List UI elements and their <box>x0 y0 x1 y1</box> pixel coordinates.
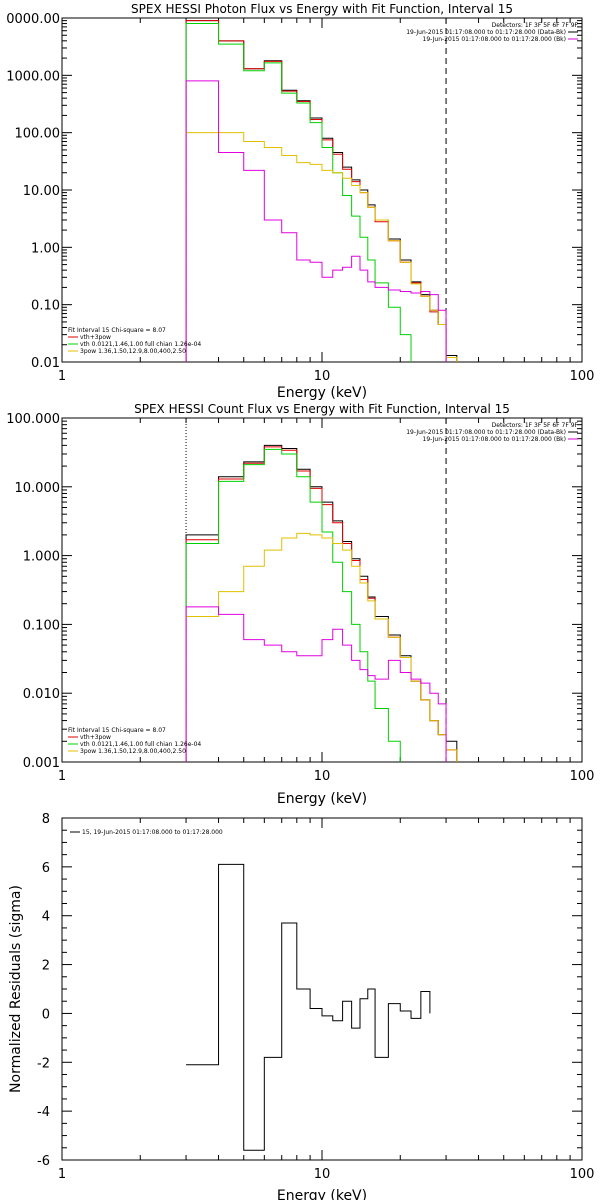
y-tick-label: 100.00 <box>15 127 61 142</box>
legend-entry-label: 19-Jun-2015 01:17:08.000 to 01:17:28.000… <box>406 429 566 436</box>
series-group <box>185 20 458 362</box>
y-tick-label: 1.000 <box>23 550 60 565</box>
legend-entry-label: 3pow 1.36,1.50,12.9,8.00,400,2.50 <box>80 348 186 355</box>
legend-entry-label: vth+3pow <box>80 734 111 741</box>
y-tick-label: 6 <box>42 861 50 876</box>
legend-fit-header: Fit Interval 15 Chi-square = 8.07 <box>68 727 166 734</box>
y-tick-label: 0.100 <box>23 618 60 633</box>
x-tick-label: 10 <box>314 769 331 784</box>
series-line-1 <box>185 20 458 362</box>
x-tick-label: 1 <box>58 369 66 384</box>
series-line-3 <box>185 448 401 762</box>
y-tick-label: 0 <box>42 1007 50 1022</box>
y-tick-label: 8 <box>42 812 50 827</box>
x-tick-label: 1 <box>58 1167 66 1182</box>
series-line-2 <box>185 20 458 362</box>
legend-entry-label: 19-Jun-2015 01:17:08.000 to 01:17:28.000… <box>423 36 566 43</box>
x-axis-label: Energy (keV) <box>277 1188 367 1200</box>
y-tick-label: 100.000 <box>6 412 60 427</box>
legend-entry-label: 19-Jun-2015 01:17:08.000 to 01:17:28.000… <box>406 29 566 36</box>
series-group <box>186 863 431 1151</box>
plot-panel-1: SPEX HESSI Photon Flux vs Energy with Fi… <box>6 2 595 401</box>
y-tick-label: 4 <box>42 910 50 925</box>
plot-frame <box>61 17 583 363</box>
series-line-4 <box>185 132 458 362</box>
x-tick-label: 10 <box>314 369 331 384</box>
y-tick-label: 0.010 <box>23 687 60 702</box>
plot-panel-2: SPEX HESSI Count Flux vs Energy with Fit… <box>6 402 595 807</box>
y-tick-label: 1000.00 <box>6 69 60 84</box>
series-line-1 <box>185 444 458 762</box>
plot-panel-3: 1 10 100 Energy (keV) -6 -4 -2 0 2 4 6 8 Normalized … <box>8 812 594 1200</box>
legend-entry-label: vth 0.0121,1.46,1.00 full chian 1.26e-04 <box>80 341 201 348</box>
series-line-4 <box>185 532 458 762</box>
y-tick-label: -4 <box>37 1105 50 1120</box>
x-tick-label: 100 <box>570 769 595 784</box>
y-tick-label: 0.001 <box>23 756 60 771</box>
x-tick-label: 10 <box>314 1167 331 1182</box>
series-line-3 <box>185 23 412 362</box>
chart-title: SPEX HESSI Photon Flux vs Energy with Fi… <box>131 2 513 16</box>
x-axis-label: Energy (keV) <box>277 791 367 807</box>
series-line-1 <box>186 863 431 1151</box>
legend-detectors: Detectors: 1F 3F 5F 6F 7F 9F <box>492 22 579 29</box>
y-tick-label: 0.10 <box>31 299 60 314</box>
x-tick-label: 100 <box>570 369 595 384</box>
legend-entry-label: 19-Jun-2015 01:17:08.000 to 01:17:28.000… <box>423 436 566 443</box>
x-tick-label: 100 <box>570 1167 595 1182</box>
y-tick-label: -2 <box>37 1056 50 1071</box>
y-tick-label: 0.01 <box>31 356 60 371</box>
plot-frame <box>61 817 583 1161</box>
y-tick-label: -6 <box>37 1154 50 1169</box>
series-group <box>185 444 458 762</box>
x-axis-label: Energy (keV) <box>277 385 367 401</box>
legend-fit-header: Fit Interval 15 Chi-square = 8.07 <box>68 327 166 334</box>
x-tick-label: 1 <box>58 769 66 784</box>
series-line-5 <box>185 606 447 762</box>
y-tick-label: 10.000 <box>15 481 61 496</box>
plot-frame <box>61 417 583 763</box>
y-tick-label: 2 <box>42 959 50 974</box>
y-axis-label: Normalized Residuals (sigma) <box>8 885 24 1093</box>
legend-entry-label: 15, 19-Jun-2015 01:17:08.000 to 01:17:28… <box>82 829 223 836</box>
legend-entry-label: vth+3pow <box>80 334 111 341</box>
chart-title: SPEX HESSI Count Flux vs Energy with Fit… <box>134 402 510 416</box>
series-line-5 <box>185 80 447 362</box>
legend-detectors: Detectors: 1F 3F 5F 6F 7F 9F <box>492 422 579 429</box>
y-tick-label: 1.00 <box>31 241 60 256</box>
legend-entry-label: 3pow 1.36,1.50,12.9,8.00,400,2.50 <box>80 748 186 755</box>
y-tick-label: 0000.00 <box>6 12 60 27</box>
y-tick-label: 10.00 <box>23 184 60 199</box>
legend-entry-label: vth 0.0121,1.46,1.00 full chian 1.26e-04 <box>80 741 201 748</box>
